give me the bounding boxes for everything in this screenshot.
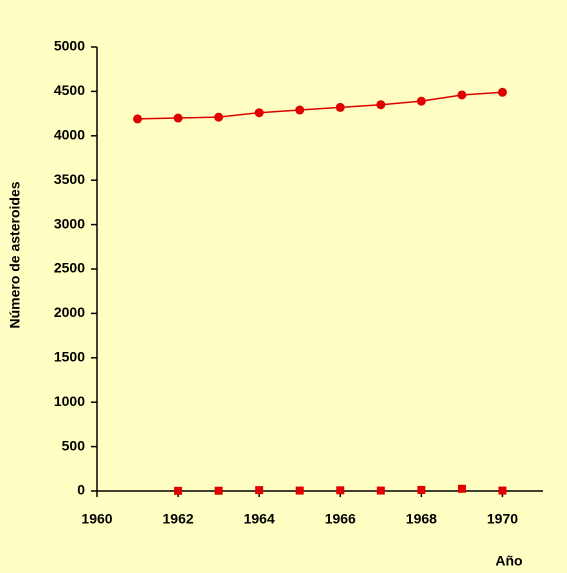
y-tick-label: 5000	[54, 38, 85, 54]
y-tick-label: 3500	[54, 171, 85, 187]
y-tick-label: 1500	[54, 349, 85, 365]
circle-marker	[335, 102, 345, 112]
square-marker	[417, 485, 426, 494]
circle-marker	[416, 96, 426, 106]
x-axis-label: Año	[495, 553, 522, 569]
y-tick-label: 0	[77, 482, 85, 498]
line	[137, 91, 503, 120]
circle-marker	[173, 113, 183, 123]
circle-marker	[295, 105, 305, 115]
square-marker	[498, 486, 507, 495]
y-tick-label: 4000	[54, 127, 85, 143]
square-marker	[255, 486, 264, 495]
square-marker	[336, 486, 345, 495]
square-marker	[295, 486, 304, 495]
x-tick-label: 1970	[487, 511, 518, 527]
y-tick-label: 2000	[54, 304, 85, 320]
y-tick-label: 4500	[54, 82, 85, 98]
x-tick-label: 1968	[406, 511, 437, 527]
square-marker	[174, 486, 183, 495]
circle-marker	[214, 112, 224, 122]
y-tick-label: 500	[62, 437, 86, 453]
circle-marker	[133, 114, 143, 124]
x-tick-label: 1962	[163, 511, 194, 527]
x-tick-label: 1964	[244, 511, 275, 527]
square-marker	[457, 484, 466, 493]
square-marker	[214, 486, 223, 495]
square-marker	[376, 486, 385, 495]
y-tick-label: 3000	[54, 215, 85, 231]
circle-marker	[376, 100, 386, 110]
circle-marker	[254, 108, 264, 118]
x-tick-label: 1966	[325, 511, 356, 527]
y-tick-label: 1000	[54, 393, 85, 409]
circle-marker	[457, 90, 467, 100]
x-tick-label: 1960	[81, 511, 112, 527]
circle-marker	[497, 87, 507, 97]
y-tick-label: 2500	[54, 260, 85, 276]
y-axis-label: Número de asteroides	[7, 181, 23, 328]
